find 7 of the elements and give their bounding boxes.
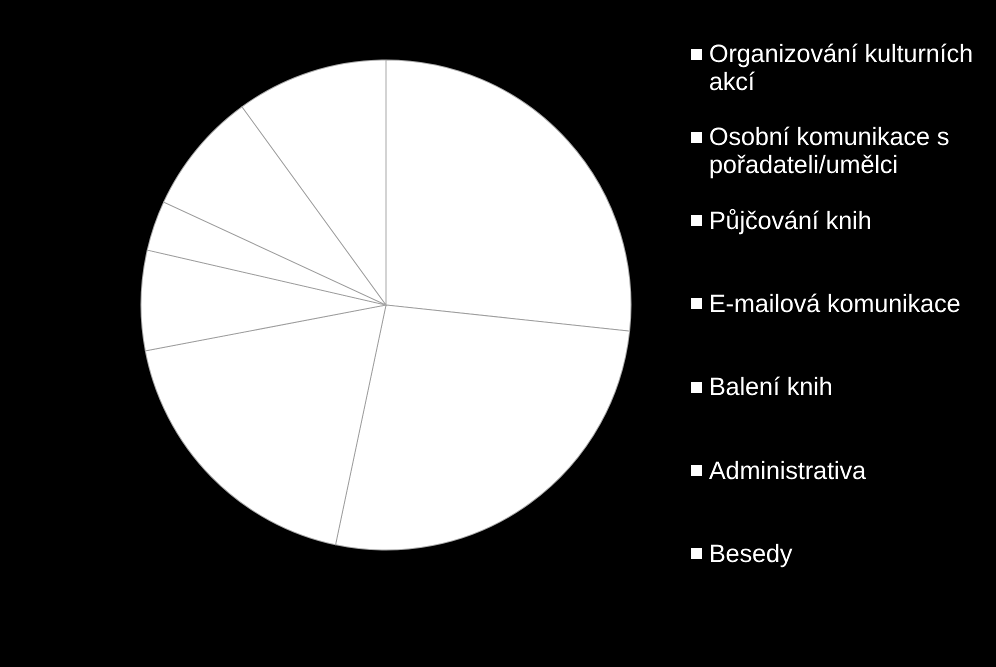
legend-label: Administrativa <box>709 456 867 484</box>
legend-label: Půjčování knih <box>709 206 873 235</box>
legend-label: Osobní komunikace s pořadateli/umělci <box>709 123 950 180</box>
legend-label: Balení knih <box>709 373 834 402</box>
legend-label: E-mailová komunikace <box>709 290 962 318</box>
legend-label: Organizování kulturních akcí <box>709 40 974 96</box>
legend-label: Besedy <box>709 540 794 568</box>
